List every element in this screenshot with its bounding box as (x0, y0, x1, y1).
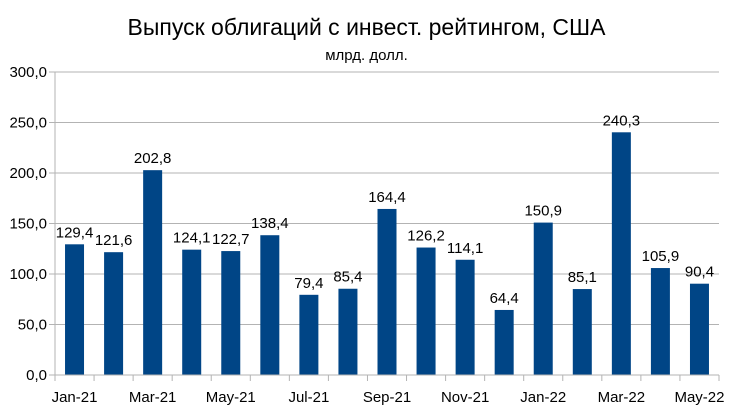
bar (533, 222, 553, 375)
data-label: 90,4 (685, 264, 714, 281)
data-label: 105,9 (642, 248, 680, 265)
data-label: 114,1 (447, 240, 483, 257)
y-tick-label: 100,0 (9, 266, 47, 283)
x-tick-label: May-21 (206, 389, 256, 406)
data-label: 85,1 (568, 269, 597, 286)
y-tick-label: 250,0 (9, 115, 47, 132)
x-tick-label: Jan-21 (52, 389, 98, 406)
axis-layer: 0,0 50,0 100,0 150,0 200,0 250,0 300,0 Jan-21 Ma… (9, 64, 724, 406)
bar (572, 289, 592, 375)
y-tick-label: 150,0 (9, 216, 47, 233)
bar (611, 132, 631, 375)
bar (104, 252, 124, 375)
data-label: 240,3 (603, 112, 641, 129)
bar (260, 235, 280, 375)
data-label: 64,4 (490, 290, 519, 307)
bar (494, 309, 514, 375)
data-label: 164,4 (368, 189, 406, 206)
x-tick-label: Mar-22 (598, 389, 646, 406)
data-label: 126,2 (407, 228, 445, 245)
bar-layer (65, 132, 709, 375)
x-tick-label: May-22 (674, 389, 724, 406)
data-label: 79,4 (294, 275, 323, 292)
x-tick-label: Jul-21 (288, 389, 329, 406)
bar (416, 247, 436, 375)
x-tick-label: Nov-21 (441, 389, 489, 406)
chart-subtitle: млрд. долл. (325, 47, 408, 64)
y-tick-label: 0,0 (26, 367, 47, 384)
bar (455, 259, 475, 375)
x-tick-label: Sep-21 (363, 389, 411, 406)
bar (221, 251, 241, 375)
data-label: 124,1 (173, 230, 211, 247)
chart-title: Выпуск облигаций с инвест. рейтингом, СШ… (127, 14, 606, 40)
data-label: 150,9 (524, 203, 562, 220)
data-label: 85,4 (333, 269, 362, 286)
y-tick-label: 300,0 (9, 64, 47, 81)
bar (65, 244, 85, 375)
bar (650, 268, 670, 375)
x-tick-label: Jan-22 (520, 389, 566, 406)
bar (377, 208, 397, 375)
data-label: 129,4 (56, 224, 94, 241)
data-label: 138,4 (251, 215, 289, 232)
bar (338, 288, 358, 375)
data-label: 202,8 (134, 150, 172, 167)
y-tick-label: 50,0 (18, 317, 47, 334)
data-label: 122,7 (212, 231, 250, 248)
y-tick-label: 200,0 (9, 165, 47, 182)
bar (143, 170, 163, 375)
bar (689, 283, 709, 375)
data-label: 121,6 (95, 232, 133, 249)
bar (182, 249, 202, 375)
x-tick-label: Mar-21 (129, 389, 177, 406)
bar (299, 294, 319, 375)
